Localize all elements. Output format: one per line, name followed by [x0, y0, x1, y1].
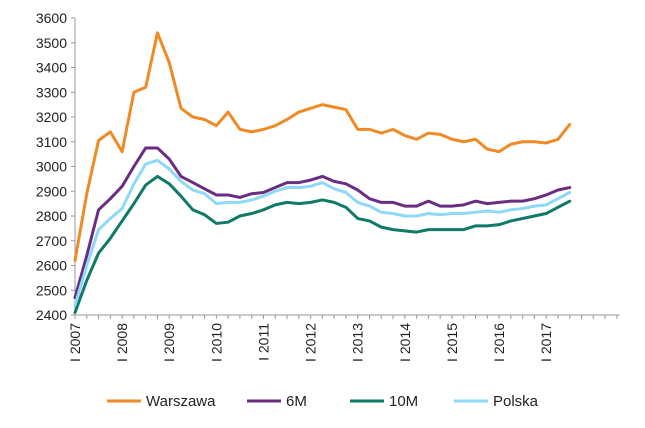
series-lines: [73, 31, 572, 315]
y-tick-label: 2900: [36, 183, 67, 199]
y-tick-label: 3200: [36, 109, 67, 125]
series-line-warszawa: [73, 31, 572, 263]
legend-label: 6M: [286, 393, 307, 410]
x-tick-label: I 2008: [114, 323, 130, 362]
x-tick-label: I 2012: [303, 323, 319, 362]
legend-label: 10M: [389, 393, 418, 410]
x-tick-label: I 2011: [255, 323, 271, 361]
series-line-polska: [73, 158, 572, 307]
legend: Warszawa 6M 10M Polska: [107, 393, 539, 410]
y-tick-label: 3600: [36, 10, 67, 26]
y-tick-label: 3100: [36, 134, 67, 150]
x-tick-label: I 2016: [491, 323, 507, 362]
x-tick-label: I 2017: [538, 323, 554, 362]
series-line-10m: [73, 174, 572, 315]
x-tick-label: I 2014: [397, 323, 413, 362]
y-tick-label: 3300: [36, 84, 67, 100]
legend-label: Warszawa: [146, 393, 216, 410]
y-tick-label: 2800: [36, 208, 67, 224]
x-tick-label: I 2010: [208, 323, 224, 362]
x-tick-label: I 2015: [444, 323, 460, 362]
y-tick-label: 2400: [36, 307, 67, 323]
series-line-6m: [73, 146, 572, 300]
x-axis: I 2007 I 2008 I 2009 I 2010 I 2011 I 2012 I 20…: [67, 314, 620, 362]
y-tick-label: 3400: [36, 60, 67, 76]
y-tick-label: 2700: [36, 233, 67, 249]
y-tick-label: 2600: [36, 258, 67, 274]
x-tick-label: I 2009: [161, 323, 177, 362]
x-tick-label: I 2007: [67, 323, 83, 362]
y-tick-label: 2500: [36, 282, 67, 298]
x-tick-label: I 2013: [350, 323, 366, 362]
y-axis: 2400 2500 2600 2700 2800 2900 3000 3100 3200 3300…: [36, 10, 76, 323]
y-tick-label: 3000: [36, 159, 67, 175]
legend-label: Polska: [493, 393, 539, 410]
y-tick-label: 3500: [36, 35, 67, 51]
